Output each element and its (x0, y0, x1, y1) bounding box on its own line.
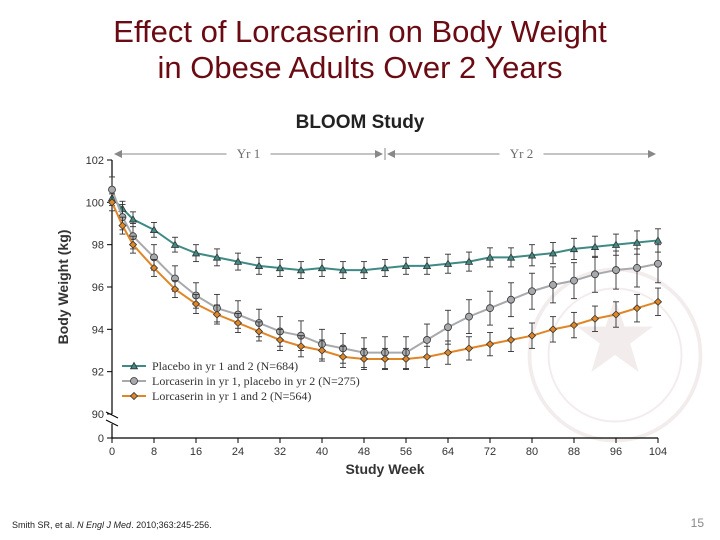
svg-text:48: 48 (358, 446, 370, 458)
svg-text:90: 90 (92, 409, 104, 421)
title-line-1: Effect of Lorcaserin on Body Weight (113, 14, 606, 49)
svg-text:100: 100 (86, 197, 104, 209)
citation-prefix: Smith SR, et al. (12, 520, 77, 530)
svg-text:72: 72 (484, 446, 496, 458)
svg-text:94: 94 (92, 324, 104, 336)
svg-text:0: 0 (109, 446, 115, 458)
svg-text:Lorcaserin in yr 1, placebo in: Lorcaserin in yr 1, placebo in yr 2 (N=2… (152, 374, 360, 388)
svg-text:80: 80 (526, 446, 538, 458)
svg-text:56: 56 (400, 446, 412, 458)
citation-journal: N Engl J Med (77, 520, 131, 530)
svg-text:0: 0 (98, 433, 104, 445)
svg-text:32: 32 (274, 446, 286, 458)
svg-text:16: 16 (190, 446, 202, 458)
svg-text:92: 92 (92, 367, 104, 379)
svg-text:88: 88 (568, 446, 580, 458)
svg-text:Body Weight (kg): Body Weight (kg) (55, 230, 71, 345)
svg-text:24: 24 (232, 446, 244, 458)
chart-svg: 90 92 94 96 98 100 102 00 8 16 24 32 40 48 56 64 72 80 88 9… (50, 142, 670, 482)
series (109, 191, 662, 279)
citation: Smith SR, et al. N Engl J Med. 2010;363:… (12, 520, 212, 530)
chart-container: 90 92 94 96 98 100 102 00 8 16 24 32 40 48 56 64 72 80 88 9… (50, 142, 670, 482)
svg-text:64: 64 (442, 446, 454, 458)
svg-text:96: 96 (610, 446, 622, 458)
svg-text:8: 8 (151, 446, 157, 458)
svg-text:40: 40 (316, 446, 328, 458)
page-number: 15 (691, 516, 704, 530)
citation-suffix: . 2010;363:245-256. (131, 520, 212, 530)
svg-text:Study Week: Study Week (345, 461, 424, 477)
slide-title: Effect of Lorcaserin on Body Weight in O… (0, 14, 720, 85)
svg-text:102: 102 (86, 155, 104, 167)
svg-text:Placebo in yr 1 and 2 (N=684): Placebo in yr 1 and 2 (N=684) (152, 359, 298, 373)
svg-text:104: 104 (649, 446, 667, 458)
slide-subtitle: BLOOM Study (0, 112, 720, 134)
svg-text:Yr 2: Yr 2 (510, 146, 533, 161)
svg-text:Lorcaserin in yr 1 and 2 (N=56: Lorcaserin in yr 1 and 2 (N=564) (152, 389, 311, 403)
title-line-2: in Obese Adults Over 2 Years (158, 50, 563, 85)
svg-text:98: 98 (92, 240, 104, 252)
svg-text:Yr 1: Yr 1 (237, 146, 260, 161)
svg-text:96: 96 (92, 282, 104, 294)
